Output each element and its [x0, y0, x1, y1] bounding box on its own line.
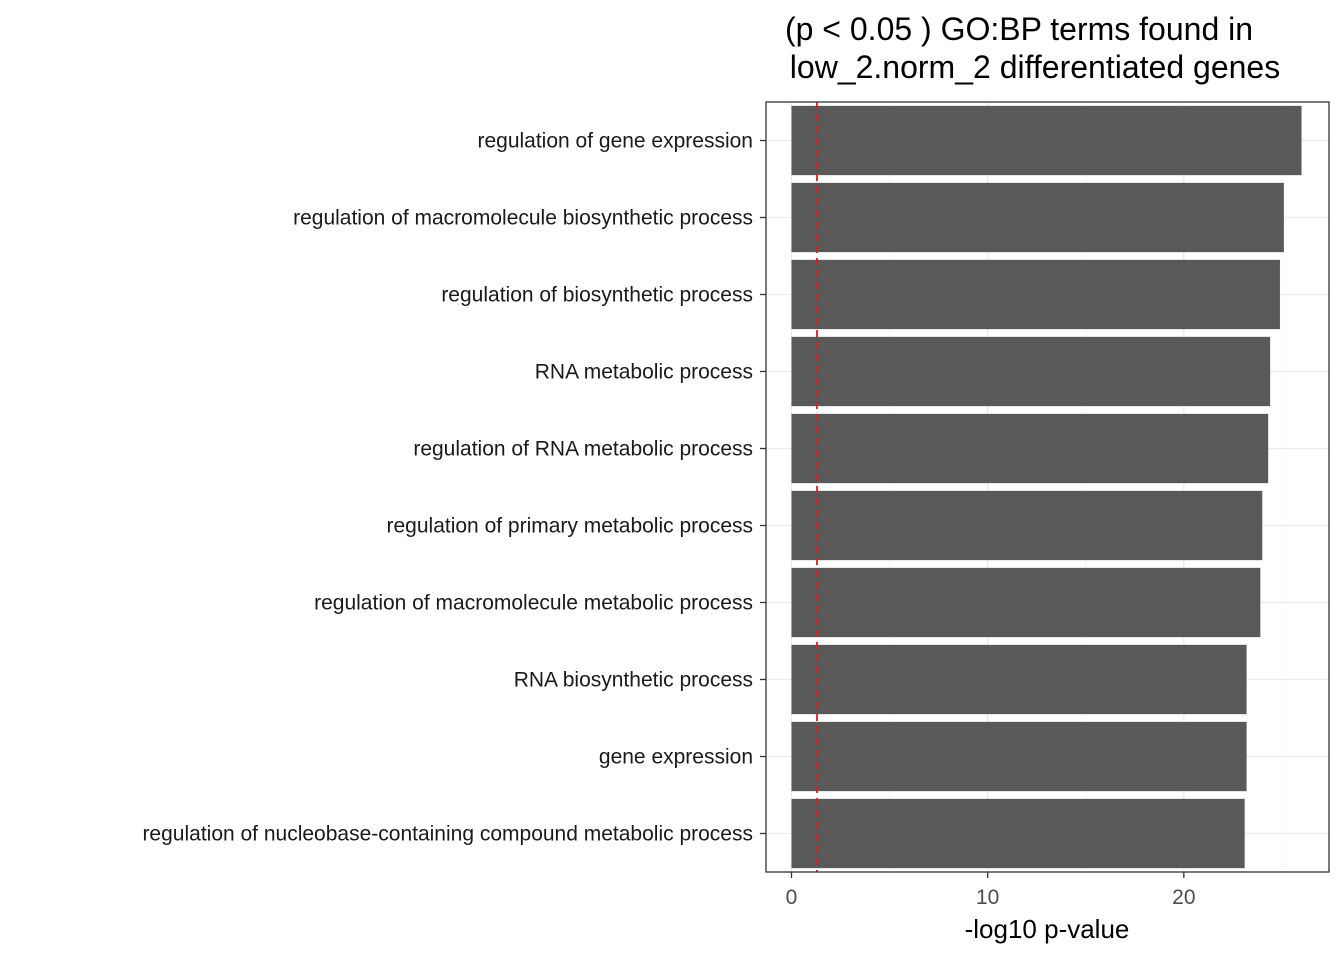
category-label-8: gene expression [599, 746, 753, 769]
bar-2 [791, 259, 1280, 330]
x-axis-title: -log10 p-value [965, 914, 1130, 944]
x-tick-label-1: 10 [976, 886, 999, 909]
y-axis: regulation of gene expression regulation … [142, 130, 766, 846]
category-label-7: RNA biosynthetic process [514, 669, 753, 692]
category-label-0: regulation of gene expression [477, 130, 753, 153]
bar-6 [791, 567, 1261, 638]
bar-0 [791, 105, 1302, 176]
x-tick-label-0: 0 [786, 886, 798, 909]
bar-8 [791, 721, 1247, 792]
chart-title-line-2: low_2.norm_2 differentiated genes [790, 49, 1280, 85]
category-label-5: regulation of primary metabolic process [387, 515, 754, 538]
bar-7 [791, 644, 1247, 715]
bar-3 [791, 336, 1271, 407]
x-tick-label-2: 20 [1172, 886, 1195, 909]
category-label-1: regulation of macromolecule biosynthetic… [293, 207, 753, 230]
bar-5 [791, 490, 1263, 561]
category-label-6: regulation of macromolecule metabolic pr… [314, 592, 753, 615]
panel-border [765, 101, 1330, 873]
category-label-3: RNA metabolic process [535, 361, 753, 384]
chart-title-line-1: (p < 0.05 ) GO:BP terms found in [785, 11, 1253, 47]
bar-1 [791, 182, 1284, 253]
category-label-2: regulation of biosynthetic process [441, 284, 753, 307]
bar-9 [791, 798, 1245, 869]
bars [791, 105, 1302, 869]
category-label-4: regulation of RNA metabolic process [413, 438, 753, 461]
bar-4 [791, 413, 1269, 484]
category-label-9: regulation of nucleobase-containing comp… [142, 823, 753, 846]
x-axis: 0 10 20 [786, 872, 1196, 909]
